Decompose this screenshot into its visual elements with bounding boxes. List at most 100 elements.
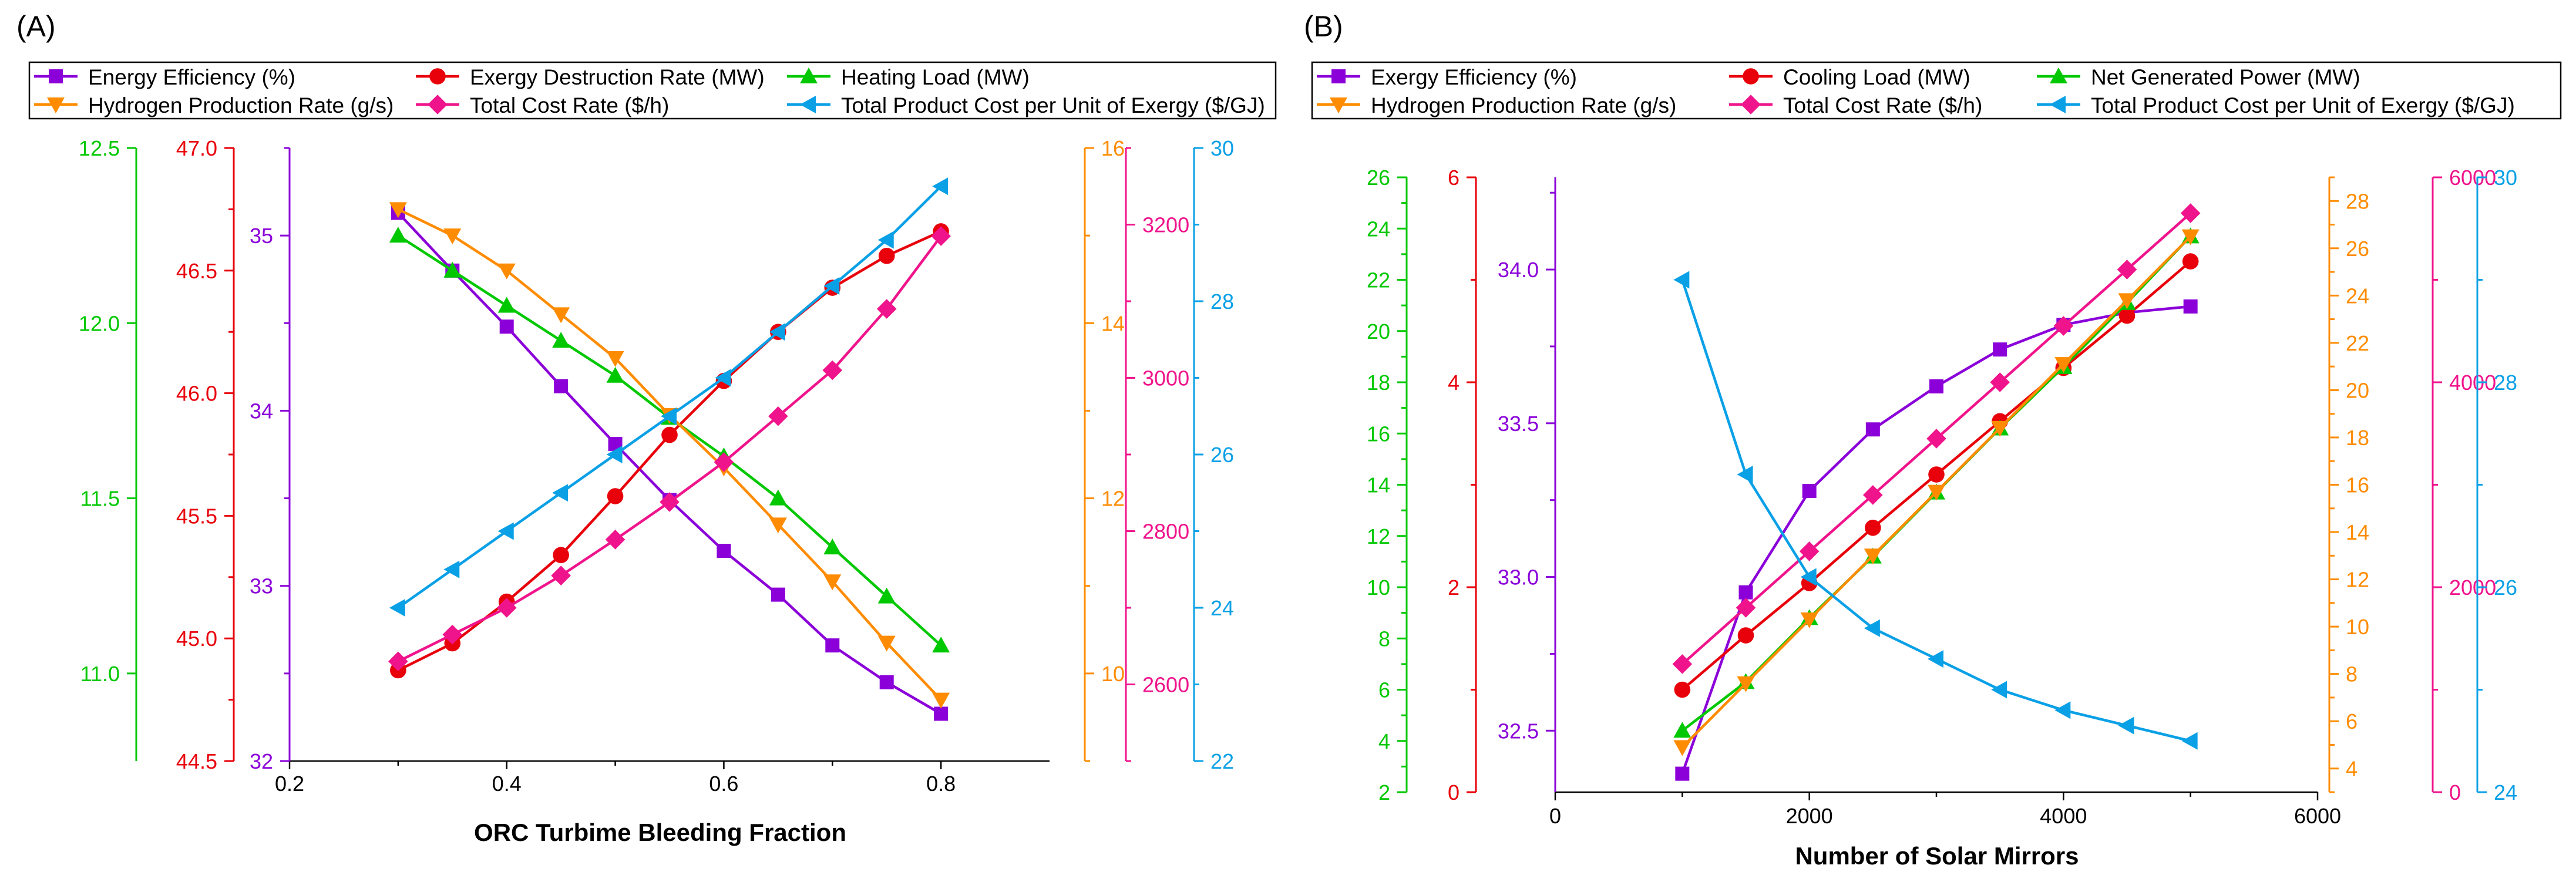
data-point (768, 406, 788, 426)
data-point (2053, 316, 2074, 336)
legend-box (1311, 61, 2562, 120)
legend-label: Total Cost Rate ($/h) (470, 93, 669, 117)
legend-box (28, 61, 1277, 120)
y-tick-label: 8 (1378, 627, 1390, 651)
y-tick-label: 12.5 (79, 136, 120, 160)
data-point (879, 675, 894, 689)
y-tick-label: 26 (1210, 443, 1234, 467)
y-tick-label: 24 (1210, 596, 1234, 620)
y-tick-label: 16 (1367, 422, 1390, 446)
legend-marker (800, 68, 818, 83)
data-point (443, 560, 460, 578)
data-point (1928, 466, 1945, 483)
x-tick-label: 0.4 (492, 772, 522, 796)
x-tick-label: 0.2 (275, 772, 304, 796)
axes-group: 0 2000 4000 6000246810121416182022242602463… (1367, 166, 2517, 828)
y-tick-label: 46.5 (176, 259, 217, 283)
data-point (1863, 485, 1883, 505)
y-tick-label: 12.0 (79, 311, 120, 335)
y-tick-label: 2600 (1142, 673, 1189, 697)
y-tick-label: 26 (2494, 575, 2517, 600)
data-point (607, 488, 624, 504)
data-point (2183, 299, 2198, 314)
data-point (1864, 548, 1882, 565)
data-point (553, 547, 569, 564)
red-y-axis: 44.5 45.0 45.5 46.0 46.5 47.0 (176, 136, 235, 773)
data-point (1991, 420, 2009, 437)
y-tick-label: 20 (2346, 378, 2369, 402)
y-tick-label: 12 (2346, 568, 2369, 592)
y-tick-label: 10 (1101, 662, 1125, 686)
data-point (2054, 701, 2071, 719)
legend-label: Energy Efficiency (%) (88, 65, 295, 89)
legend-label: Net Generated Power (MW) (2091, 65, 2360, 89)
data-point (878, 247, 895, 264)
legend-entry: Cooling Load (MW) (1729, 65, 1970, 89)
legend-label: Hydrogen Production Rate (g/s) (1371, 93, 1676, 117)
legend-marker (47, 97, 65, 113)
series-5 (388, 226, 951, 672)
y-tick-label: 6 (2346, 709, 2358, 733)
y-tick-label: 6 (1378, 678, 1390, 702)
data-point (771, 587, 785, 602)
legend-label: Total Product Cost per Unit of Exergy ($… (841, 93, 1265, 117)
legend-label: Total Cost Rate ($/h) (1783, 93, 1982, 117)
data-point (1737, 466, 1753, 484)
data-point (1673, 722, 1691, 738)
series-4 (389, 202, 950, 709)
y-tick-label: 44.5 (176, 749, 217, 773)
data-point (1928, 484, 1945, 501)
y-tick-label: 24 (1367, 217, 1390, 241)
legend-marker (1741, 95, 1761, 115)
data-point (2181, 732, 2198, 750)
y-tick-label: 22 (1367, 268, 1390, 292)
y-tick-label: 34 (250, 399, 273, 423)
x-tick-label: 2000 (1786, 804, 1833, 828)
data-point (442, 624, 463, 645)
legend-entry: Total Product Cost per Unit of Exergy ($… (787, 93, 1265, 117)
y-tick-label: 22 (1210, 749, 1234, 773)
y-tick-label: 16 (1101, 136, 1125, 160)
data-point (1865, 519, 1881, 536)
magenta-y-axis: 2600 2800 3000 3200 (1125, 147, 1189, 762)
axes-group: 0.2 0.4 0.6 0.8 11.0 11.5 12.0 12.5 44.5 45.0 45.5… (79, 136, 1234, 796)
legend-marker (800, 96, 816, 113)
blue-y-axis: 24 26 28 30 (2476, 166, 2517, 804)
data-point (932, 637, 950, 653)
y-tick-label: 0 (1448, 780, 1459, 804)
data-point (1799, 541, 1820, 561)
y-tick-label: 12 (1101, 487, 1125, 511)
y-tick-label: 45.0 (176, 627, 217, 651)
y-tick-label: 2 (1448, 575, 1459, 600)
red-y-axis: 0 2 4 6 (1448, 166, 1477, 804)
data-point (822, 360, 843, 381)
y-tick-label: 3000 (1142, 366, 1189, 390)
legend: Energy Efficiency (%) Exergy Destruction … (34, 65, 1265, 117)
y-tick-label: 2800 (1142, 520, 1189, 544)
data-point (443, 261, 462, 278)
legend-marker (2050, 96, 2066, 113)
legend-label: Heating Load (MW) (841, 65, 1030, 89)
y-tick-label: 22 (2346, 331, 2369, 355)
series-line (397, 208, 942, 701)
data-point (606, 366, 624, 383)
series-6 (389, 177, 949, 617)
data-point (552, 484, 569, 502)
data-point (717, 544, 731, 558)
y-tick-label: 30 (2494, 166, 2517, 190)
data-point (1800, 568, 1817, 586)
data-point (661, 426, 678, 443)
data-point (877, 231, 894, 249)
y-tick-label: 32.5 (1498, 719, 1539, 743)
data-point (1865, 422, 1880, 437)
data-point (769, 323, 785, 341)
data-point (496, 598, 517, 618)
data-point (443, 228, 462, 245)
data-point (1674, 681, 1691, 698)
data-point (389, 227, 407, 243)
data-point (2180, 203, 2201, 223)
x-axis-title: ORC Turbime Bleeding Fraction (474, 819, 846, 846)
data-point (932, 692, 950, 709)
legend-entry: Net Generated Power (MW) (2037, 65, 2360, 89)
